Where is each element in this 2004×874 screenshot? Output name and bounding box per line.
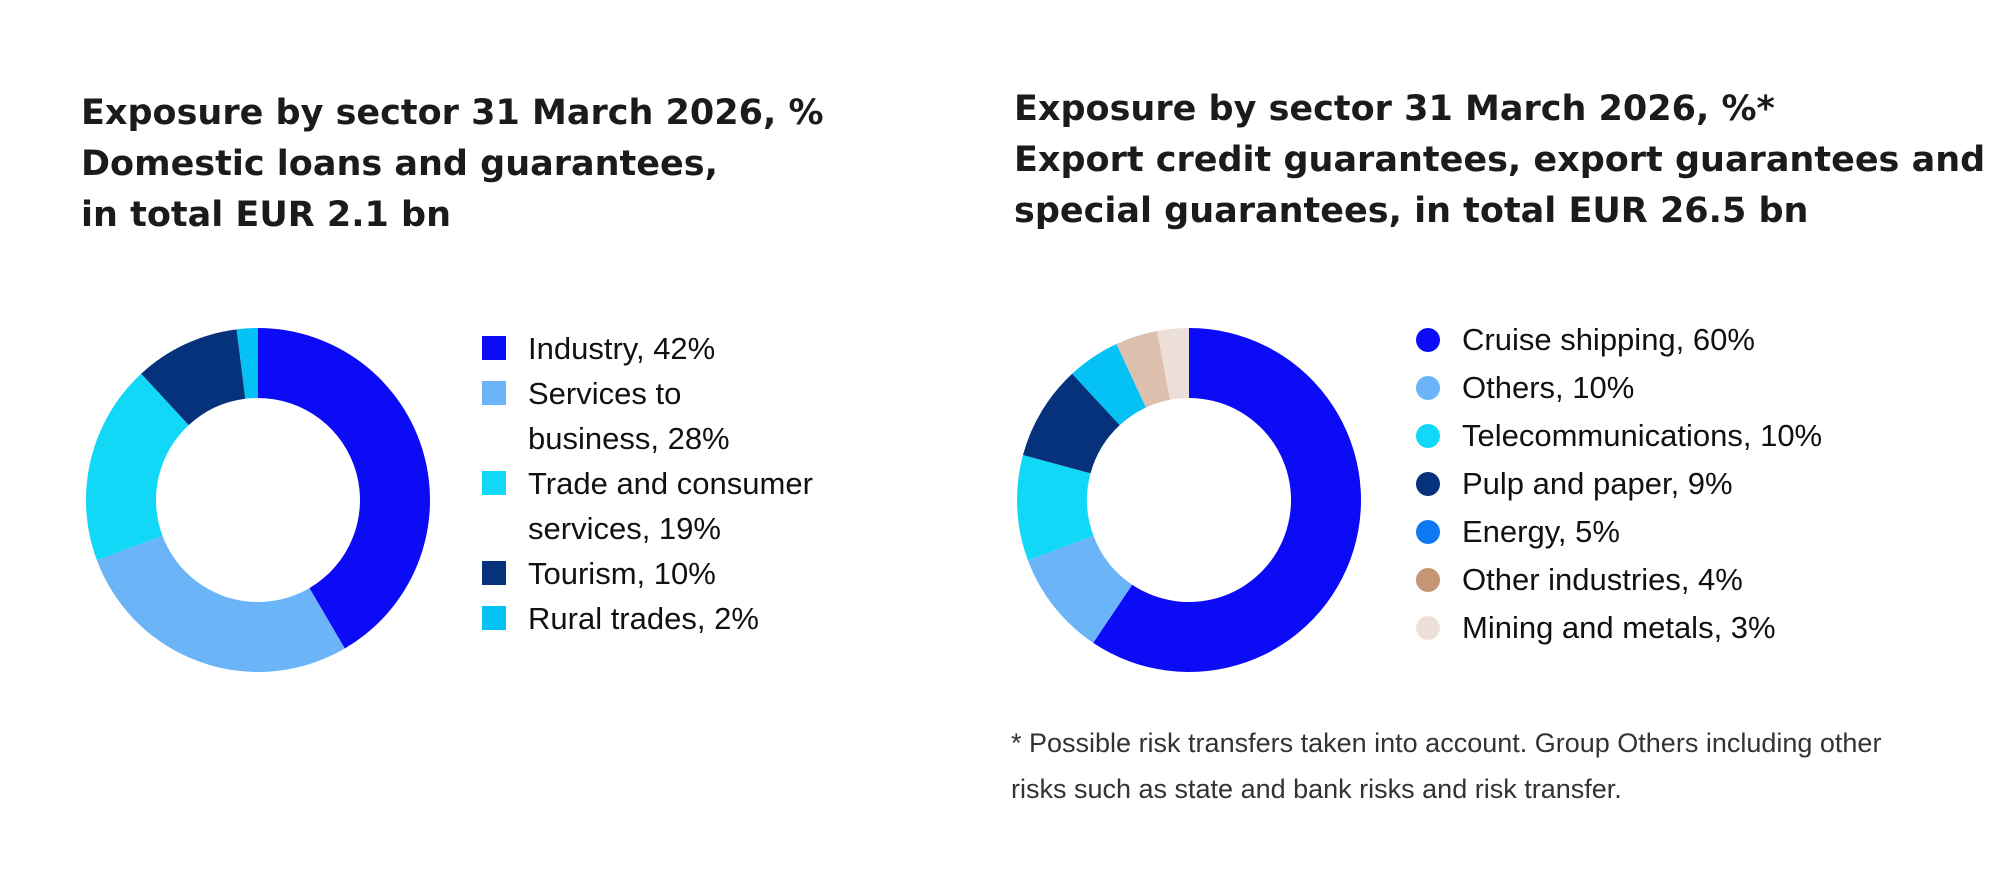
legend-swatch	[1416, 472, 1440, 496]
legend-swatch	[1416, 328, 1440, 352]
legend-label: Cruise shipping, 60%	[1462, 322, 1755, 357]
donut-slice-others	[1027, 535, 1133, 643]
legend-swatch	[482, 471, 506, 495]
legend-item-mining-and-metals: Mining and metals, 3%	[1416, 604, 1976, 652]
chart-legend: Industry, 42% Services to business, 28% …	[482, 326, 902, 641]
chart-title-line: Exposure by sector 31 March 2026, %	[81, 93, 824, 133]
legend-label: Pulp and paper, 9%	[1462, 466, 1733, 501]
donut-slice-mining-and-metals	[1157, 328, 1189, 400]
footnote-line: * Possible risk transfers taken into acc…	[1011, 728, 1882, 758]
legend-swatch	[1416, 616, 1440, 640]
legend-label: Tourism, 10%	[528, 556, 716, 591]
legend-label: Mining and metals, 3%	[1462, 610, 1776, 645]
chart-panel-export: Exposure by sector 31 March 2026, %* Exp…	[1000, 0, 2004, 874]
donut-slice-industry	[258, 328, 431, 649]
donut-slice-rural-trades	[236, 328, 258, 399]
footnote-line: risks such as state and bank risks and r…	[1011, 774, 1622, 804]
donut-slice-energy	[1072, 344, 1146, 426]
legend-swatch	[482, 561, 506, 585]
legend-item-pulp-and-paper: Pulp and paper, 9%	[1416, 460, 1976, 508]
legend-swatch	[482, 381, 506, 405]
legend-item-other-industries: Other industries, 4%	[1416, 556, 1976, 604]
chart-title: Exposure by sector 31 March 2026, % Dome…	[81, 88, 941, 241]
chart-title-line: Export credit guarantees, export guarant…	[1014, 140, 1986, 180]
legend-label: Trade and consumer	[528, 466, 813, 501]
chart-title-line: Domestic loans and guarantees,	[81, 144, 718, 184]
legend-label: Others, 10%	[1462, 370, 1635, 405]
legend-swatch	[482, 336, 506, 360]
legend-item-services-to-business: Services to business, 28%	[482, 371, 902, 461]
legend-swatch	[1416, 568, 1440, 592]
donut-slice-pulp-and-paper	[1022, 373, 1120, 474]
legend-swatch	[1416, 520, 1440, 544]
legend-item-telecommunications: Telecommunications, 10%	[1416, 412, 1976, 460]
donut-slice-telecommunications	[1017, 455, 1094, 561]
donut-slice-services-to-business	[96, 535, 345, 672]
legend-label: Industry, 42%	[528, 331, 716, 366]
donut-slice-other-industries	[1116, 330, 1171, 408]
legend-label: Energy, 5%	[1462, 514, 1620, 549]
legend-label: Rural trades, 2%	[528, 601, 759, 636]
legend-item-tourism: Tourism, 10%	[482, 551, 902, 596]
legend-label: Services to	[528, 376, 682, 411]
chart-title-line: in total EUR 2.1 bn	[81, 195, 452, 235]
donut-chart	[86, 328, 431, 672]
legend-swatch	[482, 606, 506, 630]
chart-footnote: * Possible risk transfers taken into acc…	[1011, 720, 2001, 812]
chart-panel-domestic: Exposure by sector 31 March 2026, % Dome…	[0, 0, 960, 874]
chart-title: Exposure by sector 31 March 2026, %* Exp…	[1014, 84, 1986, 237]
legend-label: services, 19%	[528, 511, 721, 546]
donut-slice-cruise-shipping	[1093, 328, 1361, 672]
legend-swatch	[1416, 376, 1440, 400]
legend-item-cruise-shipping: Cruise shipping, 60%	[1416, 316, 1976, 364]
legend-item-industry: Industry, 42%	[482, 326, 902, 371]
chart-title-line: Exposure by sector 31 March 2026, %*	[1014, 89, 1775, 129]
donut-slice-tourism	[141, 329, 246, 426]
legend-item-rural-trades: Rural trades, 2%	[482, 596, 902, 641]
chart-title-line: special guarantees, in total EUR 26.5 bn	[1014, 191, 1809, 231]
legend-item-others: Others, 10%	[1416, 364, 1976, 412]
legend-label: business, 28%	[528, 421, 730, 456]
donut-slice-trade-and-consumer-services	[86, 373, 189, 561]
legend-item-trade-and-consumer-services: Trade and consumer services, 19%	[482, 461, 902, 551]
donut-chart	[1017, 328, 1361, 672]
legend-label: Telecommunications, 10%	[1462, 418, 1823, 453]
legend-swatch	[1416, 424, 1440, 448]
legend-label: Other industries, 4%	[1462, 562, 1743, 597]
legend-item-energy: Energy, 5%	[1416, 508, 1976, 556]
chart-legend: Cruise shipping, 60% Others, 10% Telecom…	[1416, 316, 1976, 652]
